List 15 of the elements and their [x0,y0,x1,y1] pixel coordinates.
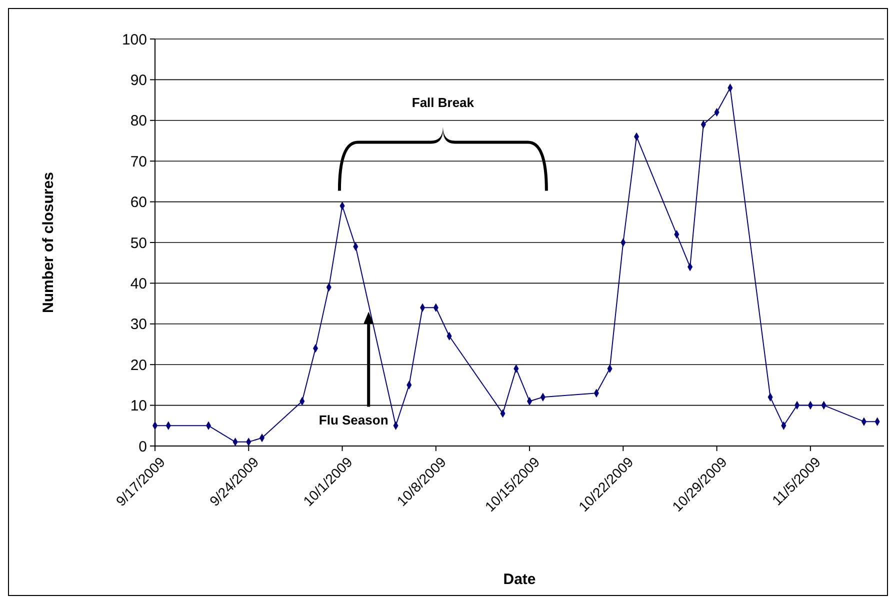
y-tick-label: 100 [122,31,147,48]
y-tick-label: 20 [130,356,147,374]
y-tick-label: 90 [130,72,147,89]
y-tick-label: 70 [130,153,147,170]
y-tick-label: 60 [130,194,147,212]
y-tick-label: 10 [130,398,147,415]
y-tick-label: 0 [138,438,147,456]
y-axis-title: Number of closures [40,172,57,313]
y-tick-label: 40 [130,275,147,292]
y-tick-label: 30 [130,316,147,334]
annotation: Flu Season [318,412,388,428]
annotation: Fall Break [412,94,475,110]
x-axis-title: Date [503,571,536,588]
y-tick-label: 50 [130,234,147,252]
y-tick-label: 80 [130,112,147,130]
